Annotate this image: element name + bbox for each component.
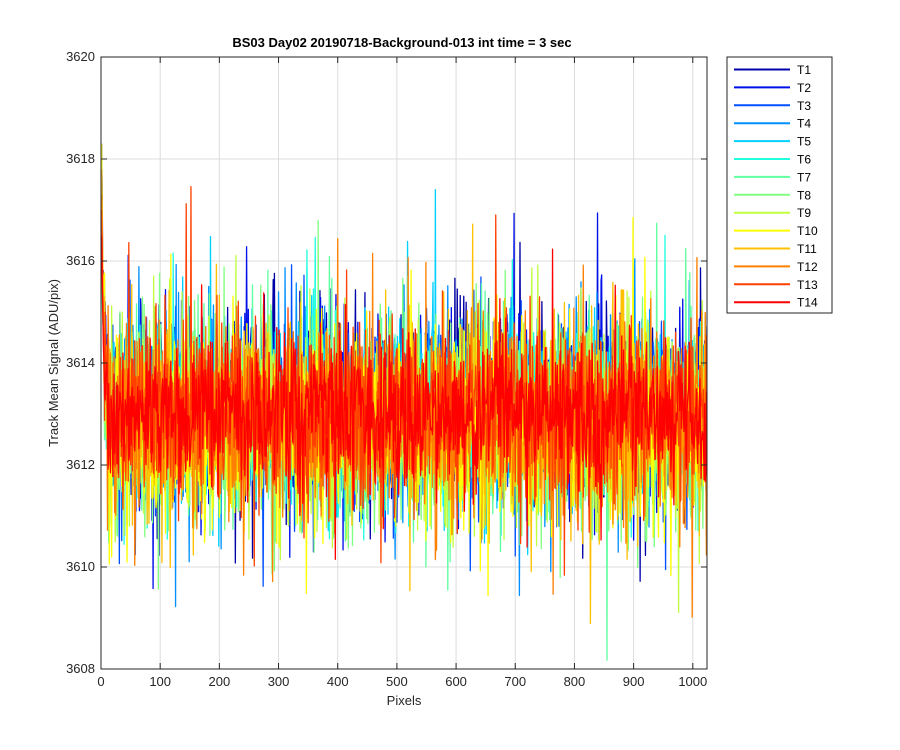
legend-label: T9 (797, 206, 811, 220)
x-tick-label: 900 (623, 674, 645, 689)
y-tick-label: 3620 (66, 49, 95, 64)
legend-entry: T12 (734, 260, 818, 274)
x-axis-label: Pixels (387, 693, 422, 708)
x-tick-label: 500 (386, 674, 408, 689)
y-tick-label: 3612 (66, 457, 95, 472)
legend-entry: T4 (734, 117, 811, 131)
legend-entry: T11 (734, 242, 817, 256)
x-tick-label: 700 (504, 674, 526, 689)
legend-label: T4 (797, 117, 811, 131)
x-tick-label: 100 (149, 674, 171, 689)
y-axis-label: Track Mean Signal (ADU/pix) (46, 279, 61, 447)
y-tick-label: 3614 (66, 355, 95, 370)
legend-label: T2 (797, 81, 811, 95)
y-tick-label: 3618 (66, 151, 95, 166)
legend-entry: T6 (734, 153, 811, 167)
legend-label: T11 (797, 242, 817, 256)
y-tick-label: 3610 (66, 559, 95, 574)
legend-label: T1 (797, 63, 811, 77)
legend-label: T3 (797, 99, 811, 113)
legend-label: T8 (797, 188, 811, 202)
legend-label: T5 (797, 135, 811, 149)
series-lines (101, 143, 707, 661)
x-tick-label: 200 (209, 674, 231, 689)
legend-box (726, 56, 833, 314)
legend-entry: T1 (734, 63, 811, 77)
x-tick-label: 0 (97, 674, 104, 689)
legend-entry: T13 (734, 278, 818, 292)
x-tick-label: 600 (445, 674, 467, 689)
x-tick-label: 400 (327, 674, 349, 689)
plot-area: 0 100 200 300 400 500 600 700 800 900 1000 3608 3610… (66, 49, 708, 689)
legend-label: T10 (797, 224, 818, 238)
legend-label: T6 (797, 153, 811, 167)
legend-label: T13 (797, 278, 818, 292)
legend-entry: T14 (734, 296, 818, 310)
x-tick-label: 300 (268, 674, 290, 689)
legend-entries: T1 T2 T3 T4 T5 T6 T7 T8 T9 T10 T11 T12 T13 T14 (734, 63, 818, 310)
series-line-t14 (101, 235, 707, 560)
legend-label: T14 (797, 296, 818, 310)
legend-entry: T9 (734, 206, 811, 220)
x-tick-label: 1000 (678, 674, 707, 689)
y-tick-label: 3616 (66, 253, 95, 268)
legend-entry: T10 (734, 224, 818, 238)
chart-title: BS03 Day02 20190718-Background-013 int t… (232, 35, 571, 50)
legend-entry: T2 (734, 81, 811, 95)
legend-label: T12 (797, 260, 818, 274)
legend-label: T7 (797, 170, 811, 184)
legend-entry: T8 (734, 188, 811, 202)
x-tick-label: 800 (564, 674, 586, 689)
y-tick-label: 3608 (66, 661, 95, 676)
legend-entry: T3 (734, 99, 811, 113)
legend-entry: T5 (734, 135, 811, 149)
axis-ticks: 0 100 200 300 400 500 600 700 800 900 1000 3608 3610… (66, 49, 707, 689)
legend: T1 T2 T3 T4 T5 T6 T7 T8 T9 T10 T11 T12 T13 T14 (726, 56, 833, 314)
legend-entry: T7 (734, 170, 811, 184)
